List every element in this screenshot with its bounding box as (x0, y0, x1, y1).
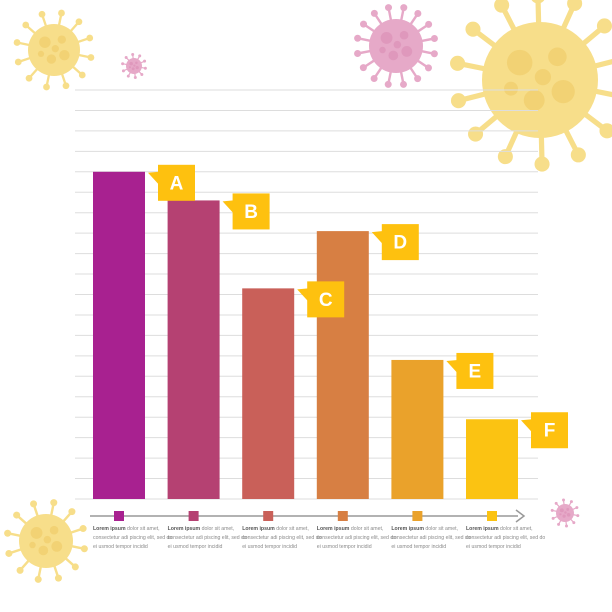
caption-text: dolor sit amet, consectetur adi piscing … (391, 526, 471, 550)
legend-caption: Lorem ipsum dolor sit amet, consectetur … (317, 525, 397, 552)
bar-label-d: D (371, 224, 419, 261)
caption-text: dolor sit amet, consectetur adi piscing … (242, 526, 322, 550)
bar-b (167, 200, 220, 499)
bar-label-text: D (393, 233, 407, 254)
caption-bold: Lorem ipsum (316, 526, 350, 532)
x-axis (90, 509, 526, 523)
bar-d (316, 231, 369, 500)
bar-label-a: A (148, 164, 195, 201)
caption-text: dolor sit amet, consectetur adi piscing … (466, 526, 546, 550)
bars (93, 171, 518, 500)
legend-caption: Lorem ipsum dolor sit amet, consectetur … (168, 525, 248, 552)
bar-label-text: F (544, 421, 556, 442)
bar-label-b: B (222, 193, 270, 230)
bar-label-f: F (521, 412, 568, 449)
caption-text: dolor sit amet, consectetur adi piscing … (167, 526, 247, 550)
caption-text: dolor sit amet, consectetur adi piscing … (316, 526, 397, 550)
legend-marker (188, 511, 199, 521)
legend-marker (114, 511, 124, 521)
virus-icon (13, 9, 95, 91)
legend-caption: Lorem ipsum dolor sit amet, consectetur … (466, 525, 546, 552)
legend-caption: Lorem ipsum dolor sit amet, consectetur … (242, 525, 322, 552)
bar-label-text: A (170, 173, 184, 194)
legend-marker (487, 511, 497, 521)
virus-icon (4, 499, 88, 583)
gridlines (75, 89, 538, 500)
caption-bold: Lorem ipsum (391, 526, 424, 532)
caption-bold: Lorem ipsum (167, 526, 201, 532)
caption-text: dolor sit amet, consectetur adi piscing … (93, 526, 173, 550)
bar-f (466, 419, 518, 499)
bar-label-text: E (469, 361, 482, 382)
virus-icon (354, 4, 438, 88)
bar-label-e: E (446, 352, 494, 389)
caption-bold: Lorem ipsum (93, 526, 126, 532)
legend-marker (412, 511, 423, 521)
bar-e (391, 359, 444, 499)
caption-bold: Lorem ipsum (242, 526, 275, 532)
bar-label-c: C (297, 281, 345, 318)
bar-label-text: B (244, 202, 258, 223)
bar-c (242, 288, 295, 499)
legend-marker (263, 511, 274, 521)
virus-icon (550, 498, 580, 528)
legend-marker (337, 511, 348, 521)
legend-caption: Lorem ipsum dolor sit amet, consectetur … (93, 525, 173, 552)
bar-a (93, 171, 145, 500)
virus-icon (121, 52, 147, 80)
legend-caption: Lorem ipsum dolor sit amet, consectetur … (391, 525, 471, 552)
bar-label-text: C (319, 290, 333, 311)
caption-bold: Lorem ipsum (466, 526, 499, 532)
